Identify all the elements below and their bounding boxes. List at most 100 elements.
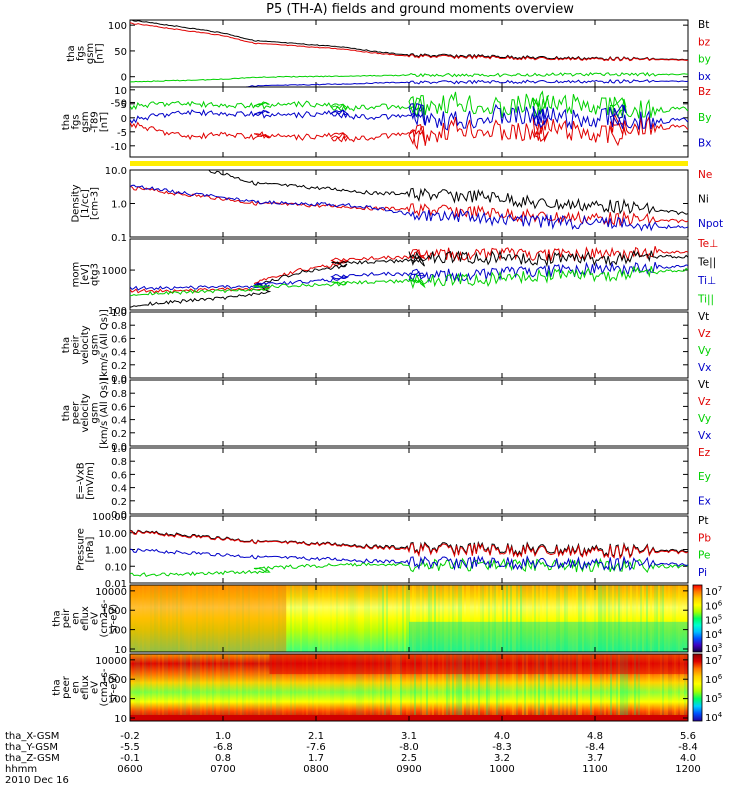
footer-value: 1100 [582,764,607,775]
y-tick-label: -5 [117,128,127,139]
footer-value: -8.4 [678,742,698,753]
y-tick-label: 100 [108,306,127,317]
y-tick-label: 0.0 [111,510,127,521]
y-tick-label: 10 [114,645,127,656]
y-tick-label: 0.0 [111,374,127,385]
y-tick-label: 0.4 [111,348,127,359]
footer-value: 3.1 [401,731,417,742]
y-tick-label: 5 [121,100,127,111]
y-tick-label: 10000 [95,656,127,667]
y-tick-label: 0.10 [105,562,127,573]
footer-value: 4.8 [587,731,603,742]
series-line-by [130,71,688,83]
y-tick-label: 1.0 [111,200,127,211]
colorbar-tick-label: 106 [705,673,723,686]
y-tick-label: 0.8 [111,457,127,468]
panel-frame [129,86,689,158]
y-tick-label: 100.00 [92,512,127,523]
y-axis-label: velocity [80,393,91,432]
y-tick-label: 0.0 [111,442,127,453]
y-tick-label: 10.0 [105,166,127,177]
footer-value: 3.7 [587,753,603,764]
y-tick-label: 100 [108,695,127,706]
y-axis-label: fgs [71,114,82,129]
y-axis-label: fgs [75,46,86,61]
legend-entry: Vt [698,311,709,323]
panel-frame [129,379,689,447]
footer-value: 0600 [117,764,142,775]
series-line-Ne [130,185,688,227]
y-axis-label: eflux [80,606,91,631]
y-axis-label: sr-eV) [109,673,120,702]
legend-entry: Ez [698,447,711,459]
legend-entry: By [698,112,711,124]
legend-entry: Vx [698,362,711,374]
panel-frame [129,19,689,88]
legend-entry: Vy [698,413,711,425]
y-tick-label: 0.2 [111,497,127,508]
footer-row-label: tha_Y-GSM [5,742,58,753]
y-tick-label: -50 [111,98,127,109]
y-axis-label: [1/cc] [80,189,91,218]
legend-entry: Bz [698,86,711,98]
y-axis-label: tha [61,114,72,130]
y-tick-label: 0.6 [111,402,127,413]
y-tick-label: 0.1 [111,233,127,244]
colorbar [692,653,703,722]
y-axis-label: tha [52,610,63,626]
y-tick-label: 0.4 [111,484,127,495]
panel-frame [129,311,689,379]
y-axis-label: (cm2-s- [99,668,110,706]
footer-row-label: tha_X-GSM [5,731,59,742]
y-tick-label: 50 [114,47,127,58]
y-tick-label: 1000 [102,675,127,686]
panel-6: 1.0 0.8 0.6 0.4 0.2 0.0 thapeervelocitygsm[km/… [61,376,711,453]
y-axis-label: velocity [80,325,91,364]
y-tick-label: 10 [114,714,127,725]
y-tick-label: 10.00 [98,529,127,540]
footer-value: 2.5 [401,753,417,764]
panel-7: 1.0 0.8 0.6 0.4 0.2 0.0 E=-VxB[mV/m] Ez Ey Ex [75,444,711,521]
legend-entry: bz [698,36,711,48]
y-axis-label: -T89 [90,111,101,133]
legend-entry: Ti|| [697,294,714,306]
colorbar-tick-label: 107 [705,654,722,667]
y-axis-label: peer [61,675,72,699]
footer-value: 0900 [396,764,421,775]
panel-8: 100.00 10.00 1.00 0.10 0.01 Pressure[nPa] Pt Pb… [75,512,711,590]
footer-value: 3.2 [494,753,510,764]
footer-row-label: hhmm [5,764,37,775]
series-line-Pb [130,530,688,560]
y-axis-label: [eV] [80,264,91,285]
y-axis-label: eV [90,681,101,694]
legend-entry: Vx [698,430,711,442]
footer-value: 4.0 [680,753,696,764]
y-tick-label: 0.4 [111,416,127,427]
footer-value: -8.0 [399,742,419,753]
footer-row-label: tha_Z-GSM [5,753,60,764]
footer-value: 0.8 [215,753,231,764]
footer-value: -8.3 [492,742,512,753]
y-axis-label: peer [71,401,82,425]
legend-entry: Pt [698,515,708,527]
footer-value: -0.1 [120,753,140,764]
y-tick-label: 1000 [102,266,127,277]
y-axis-label: mom [71,262,82,288]
series-line-Ni [130,170,688,216]
y-tick-label: 0.8 [111,321,127,332]
legend-entry: Ni [698,194,709,206]
y-tick-label: 0.8 [111,389,127,400]
y-axis-label: gsm [80,111,91,132]
footer-value: 1200 [675,764,700,775]
series-line-Bz [130,113,688,151]
y-axis-label: [nT] [94,43,105,63]
series-line-Bt [130,20,688,61]
spectrogram-image [130,585,688,652]
legend-entry: Vt [698,379,709,391]
series-line-Ti|| [130,265,688,297]
legend-entry: Ex [698,495,711,507]
series-line-Npot [130,184,688,232]
